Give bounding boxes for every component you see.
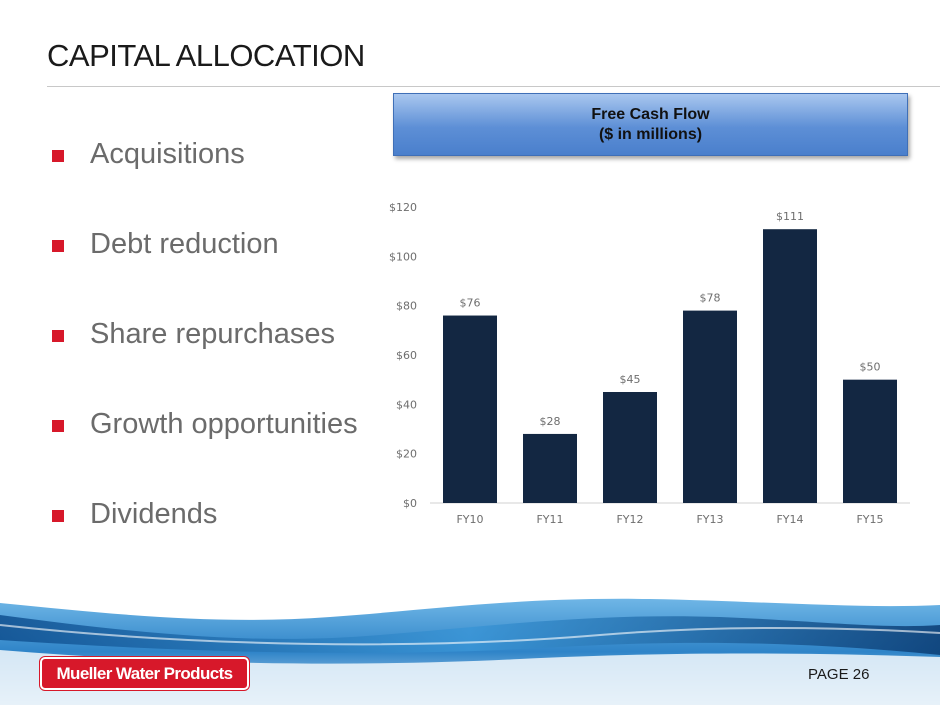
bullet-square-icon: [52, 150, 64, 162]
bullet-item: Growth opportunities: [52, 408, 358, 498]
y-tick-label: $60: [396, 349, 417, 362]
chart-subtitle: ($ in millions): [598, 126, 703, 143]
bullet-item: Dividends: [52, 498, 358, 588]
bullet-item: Acquisitions: [52, 138, 358, 228]
y-tick-label: $100: [389, 250, 417, 263]
bar: [523, 433, 577, 503]
y-tick-label: $0: [403, 497, 417, 510]
bullet-square-icon: [52, 240, 64, 252]
bullet-text: Share repurchases: [90, 318, 336, 350]
bullet-item: Debt reduction: [52, 228, 358, 318]
bar-value-label: $111: [776, 210, 804, 223]
bar-value-label: $28: [540, 415, 561, 428]
bullet-text: Acquisitions: [90, 138, 245, 170]
title-divider: [47, 86, 940, 87]
bar-value-label: $45: [620, 373, 641, 386]
y-tick-label: $120: [389, 201, 417, 214]
bullet-square-icon: [52, 420, 64, 432]
bar: [763, 229, 817, 503]
bar-value-label: $76: [460, 297, 481, 310]
x-tick-label: FY10: [456, 513, 483, 526]
chart-title-banner: Free Cash Flow ($ in millions): [393, 93, 908, 156]
y-tick-label: $40: [396, 398, 417, 411]
bar-value-label: $78: [700, 292, 721, 305]
bullet-list: Acquisitions Debt reduction Share repurc…: [52, 138, 358, 588]
bullet-text: Debt reduction: [90, 228, 279, 260]
slide-title: CAPITAL ALLOCATION: [47, 38, 365, 73]
x-tick-label: FY14: [776, 513, 803, 526]
x-tick-label: FY13: [696, 513, 723, 526]
bar: [443, 315, 497, 503]
bullet-square-icon: [52, 330, 64, 342]
x-tick-label: FY11: [536, 513, 563, 526]
free-cash-flow-bar-chart: $0 $20 $40 $60 $80 $100 $120 $76 FY10 $28 FY11 $45 F…: [389, 201, 910, 526]
bar: [843, 379, 897, 503]
bar-value-label: $50: [860, 361, 881, 374]
bullet-item: Share repurchases: [52, 318, 358, 408]
mueller-logo: Mueller Water Products: [40, 657, 249, 690]
x-tick-label: FY15: [856, 513, 883, 526]
bullet-square-icon: [52, 510, 64, 522]
bar: [603, 392, 657, 503]
chart-title: Free Cash Flow: [591, 106, 710, 123]
y-tick-label: $20: [396, 448, 417, 461]
bar: [683, 310, 737, 503]
logo-text: Mueller Water Products: [56, 663, 233, 683]
bullet-text: Growth opportunities: [90, 408, 358, 440]
y-tick-label: $80: [396, 300, 417, 313]
bullet-text: Dividends: [90, 498, 218, 530]
page-number: PAGE 26: [808, 666, 870, 683]
x-tick-label: FY12: [616, 513, 643, 526]
